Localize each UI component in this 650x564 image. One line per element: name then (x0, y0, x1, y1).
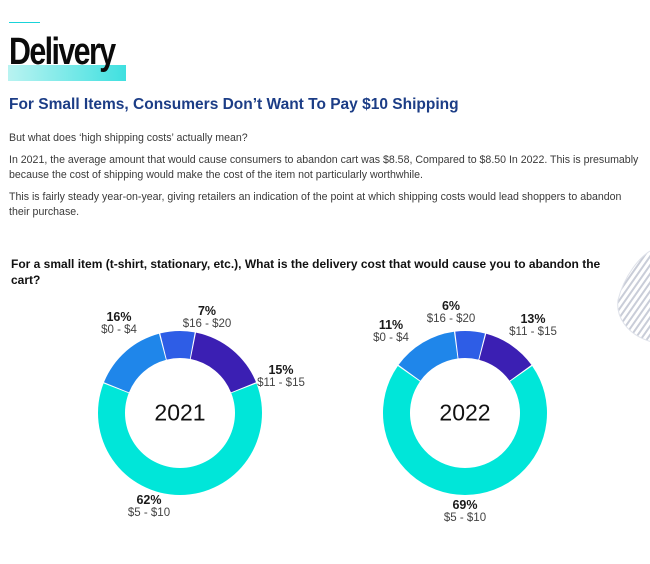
slice-range-label: $16 - $20 (182, 318, 232, 330)
slice-percentage: 11% (378, 318, 404, 332)
donut-svg (97, 331, 262, 495)
donut-center-year: 2021 (154, 399, 206, 426)
slice-percentage: 6% (441, 299, 461, 313)
decorative-striped-shirt-image (612, 248, 650, 348)
slice-label: 15% $11 - $15 (257, 363, 305, 390)
slice-percentage: 69% (452, 498, 478, 512)
donut-slice (479, 333, 532, 381)
slice-percentage: 15% (268, 363, 294, 377)
donut-chart-2022: 69% $5 - $10 13% $11 - $15 6% $16 - $20 11% $0 … (315, 290, 615, 535)
slice-range-label: $5 - $10 (443, 512, 487, 524)
title-underline-bar (8, 65, 126, 81)
slice-range-label: $5 - $10 (127, 507, 171, 519)
accent-line (9, 22, 40, 23)
slice-label: 13% $11 - $15 (509, 312, 557, 339)
slice-percentage: 13% (520, 312, 546, 326)
slice-percentage: 16% (106, 310, 132, 324)
slice-range-label: $11 - $15 (509, 326, 557, 338)
donut-slice (190, 332, 257, 393)
paragraph-1: But what does ‘high shipping costs’ actu… (9, 132, 248, 144)
slice-label: 7% $16 - $20 (183, 304, 232, 331)
slice-label: 11% $0 - $4 (373, 318, 409, 345)
slice-percentage: 7% (197, 304, 217, 318)
slice-label: 69% $5 - $10 (444, 498, 486, 525)
donut-slice (103, 333, 166, 393)
slice-label: 6% $16 - $20 (427, 299, 476, 326)
donut-center-year: 2022 (439, 399, 491, 426)
donut-slice (97, 383, 262, 495)
donut-slice (383, 365, 547, 495)
donut-slice (160, 331, 195, 360)
page-title: Delivery (9, 31, 116, 73)
slice-range-label: $0 - $4 (373, 332, 409, 344)
slice-range-label: $16 - $20 (426, 313, 476, 325)
paragraph-2: In 2021, the average amount that would c… (9, 154, 639, 181)
slice-range-label: $0 - $4 (101, 324, 137, 336)
donut-svg (383, 331, 547, 495)
donut-chart-2021: 62% $5 - $10 15% $11 - $15 7% $16 - $20 16% $0 … (30, 290, 330, 535)
paragraph-3: This is fairly steady year-on-year, givi… (9, 191, 622, 218)
title-block: Delivery (8, 30, 126, 82)
chart-question: For a small item (t-shirt, stationary, e… (11, 257, 601, 287)
slice-range-label: $11 - $15 (257, 377, 305, 389)
slice-label: 16% $0 - $4 (101, 310, 137, 337)
slice-label: 62% $5 - $10 (128, 493, 170, 520)
slice-percentage: 62% (136, 493, 162, 507)
donut-slice (398, 331, 458, 381)
donut-slice (455, 331, 485, 360)
section-headline: For Small Items, Consumers Don’t Want To… (9, 96, 459, 113)
